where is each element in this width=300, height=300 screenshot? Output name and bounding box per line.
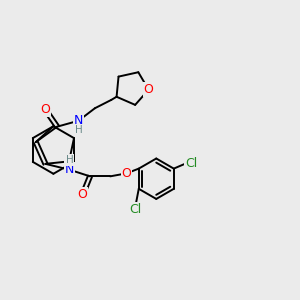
Text: O: O [40,103,50,116]
Text: N: N [65,163,74,176]
Text: N: N [74,114,83,127]
Text: O: O [78,188,88,201]
Text: S: S [65,155,73,168]
Text: H: H [75,125,83,135]
Text: O: O [144,83,154,96]
Text: Cl: Cl [185,157,198,170]
Text: O: O [122,167,131,180]
Text: H: H [66,155,74,165]
Text: Cl: Cl [130,203,142,216]
